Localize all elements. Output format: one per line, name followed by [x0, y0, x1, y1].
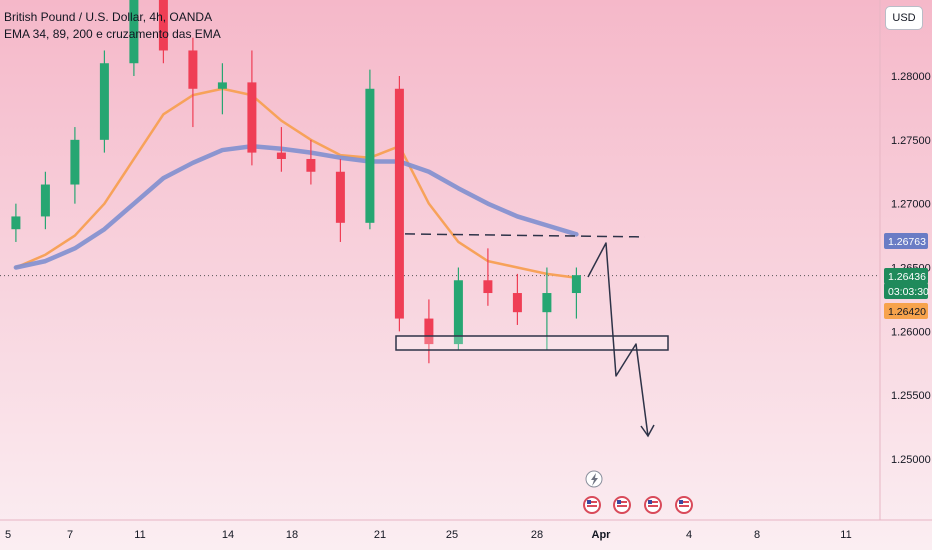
time-tick-label: 18: [286, 529, 298, 541]
flag-stripe: [648, 505, 658, 507]
candle-body: [424, 318, 434, 345]
ema-slow-line: [13, 143, 579, 270]
candle-body: [158, 0, 168, 51]
currency-button[interactable]: USD: [885, 6, 923, 30]
price-tick-label: 1.25500: [891, 390, 931, 402]
time-tick-label: 25: [446, 529, 458, 541]
price-tag-label: 1.26420: [888, 306, 926, 318]
candle-body: [394, 88, 404, 319]
price-tick-label: 1.27000: [891, 199, 931, 211]
flag-canton: [679, 500, 683, 504]
price-tag-label: 1.26436: [888, 271, 926, 283]
flag-stripe: [617, 501, 627, 503]
time-tick-label: 11: [134, 529, 145, 541]
flag-stripe: [648, 501, 658, 503]
price-tag-bg: [884, 268, 928, 284]
candle-body: [306, 158, 316, 172]
flag-canton: [587, 500, 591, 504]
price-tick-label: 1.25000: [891, 454, 931, 466]
time-tick-label: 14: [222, 529, 234, 541]
price-tag-label: 03:03:30: [888, 286, 929, 298]
candle-body: [70, 139, 80, 185]
candle-body: [99, 63, 109, 140]
flag-stripe: [617, 505, 627, 507]
price-tick-label: 1.28000: [891, 71, 931, 83]
time-tick-label: Apr: [592, 529, 612, 541]
support-zone-box[interactable]: [395, 335, 669, 351]
candle-body: [483, 280, 493, 294]
flag-canton: [617, 500, 621, 504]
projection-arrowhead: [640, 424, 655, 438]
time-tick-label: 4: [686, 529, 692, 541]
projection-path: [587, 242, 649, 437]
price-tag-bg: [884, 303, 928, 319]
candle-body: [276, 152, 286, 159]
ema-fast-line: [14, 87, 578, 279]
time-tick-label: 7: [67, 529, 73, 541]
flag-stripe: [587, 505, 597, 507]
time-tick-label: 11: [840, 529, 851, 541]
price-tick-label: 1.27500: [891, 135, 931, 147]
resistance-dashed-line: [404, 233, 646, 238]
price-tag-label: 1.26763: [888, 236, 926, 248]
candle-body: [247, 82, 257, 153]
indicator-title: EMA 34, 89, 200 e cruzamento das EMA: [4, 27, 221, 41]
candle-body: [542, 293, 552, 313]
flag-stripe: [679, 505, 689, 507]
price-tick-label: 1.26000: [891, 326, 931, 338]
candle-body: [453, 280, 463, 345]
price-tag-bg: [884, 233, 928, 249]
price-tag-bg: [884, 283, 928, 299]
flag-canton: [648, 500, 652, 504]
candle-body: [129, 0, 139, 64]
candle-body: [335, 171, 345, 223]
candle-body: [512, 293, 522, 313]
time-tick-label: 28: [531, 529, 543, 541]
time-tick-label: 5: [5, 529, 11, 541]
candle-body: [365, 88, 375, 223]
symbol-title: British Pound / U.S. Dollar, 4h, OANDA: [4, 10, 213, 24]
lightning-glyph: [591, 473, 598, 486]
chart-legend: British Pound / U.S. Dollar, 4h, OANDA E…: [4, 9, 221, 43]
candle-body: [40, 184, 50, 217]
candle-body: [11, 216, 21, 230]
candle-body: [217, 82, 227, 89]
candle-body: [571, 275, 581, 294]
flag-stripe: [587, 501, 597, 503]
flag-stripe: [679, 501, 689, 503]
time-tick-label: 8: [754, 529, 760, 541]
time-tick-label: 21: [374, 529, 386, 541]
candle-body: [188, 50, 198, 89]
